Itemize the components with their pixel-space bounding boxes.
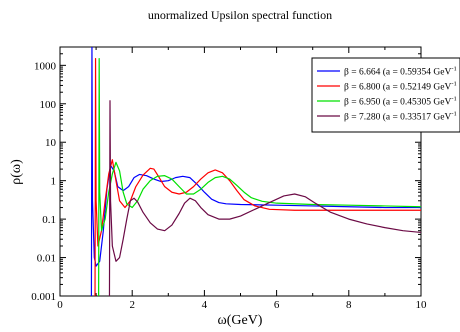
series-layer	[90, 47, 421, 296]
x-tick-label: 6	[274, 299, 280, 311]
legend-entry-3: β = 6.950 (a = 0.45305 GeV-1	[344, 96, 457, 108]
legend-superscript: -1	[451, 81, 456, 88]
chart-title: unormalized Upsilon spectral function	[148, 8, 332, 22]
x-axis-label: ω(GeV)	[218, 313, 263, 328]
legend-superscript: -1	[451, 66, 456, 73]
y-tick-label: 0.1	[42, 214, 56, 226]
legend-entry-1: β = 6.664 (a = 0.59354 GeV-1	[344, 66, 457, 78]
legend-superscript: -1	[451, 96, 456, 103]
x-tick-label: 2	[129, 299, 135, 311]
legend-entry-4: β = 7.280 (a = 0.33517 GeV-1	[344, 111, 457, 123]
legend: β = 6.664 (a = 0.59354 GeV-1 β = 6.800 (a…	[311, 57, 460, 133]
series-line-4	[108, 100, 421, 296]
x-tick-label: 4	[202, 299, 208, 311]
x-tick-label: 10	[416, 299, 428, 311]
legend-superscript: -1	[451, 111, 456, 118]
y-tick-label: 0.001	[31, 291, 56, 303]
x-tick-label: 8	[346, 299, 352, 311]
y-axis-label: ρ(ω)	[9, 159, 24, 185]
legend-entry-2: β = 6.800 (a = 0.52149 GeV-1	[344, 81, 457, 93]
y-tick-label: 100	[40, 99, 57, 111]
y-tick-label: 0.01	[37, 253, 56, 265]
legend-box	[311, 57, 460, 133]
series-line-3	[98, 57, 421, 296]
y-tick-label: 1000	[34, 60, 57, 72]
series-line-2	[94, 57, 421, 296]
y-tick-label: 1	[51, 176, 57, 188]
y-tick-label: 10	[45, 137, 57, 149]
x-tick-label: 0	[57, 299, 63, 311]
